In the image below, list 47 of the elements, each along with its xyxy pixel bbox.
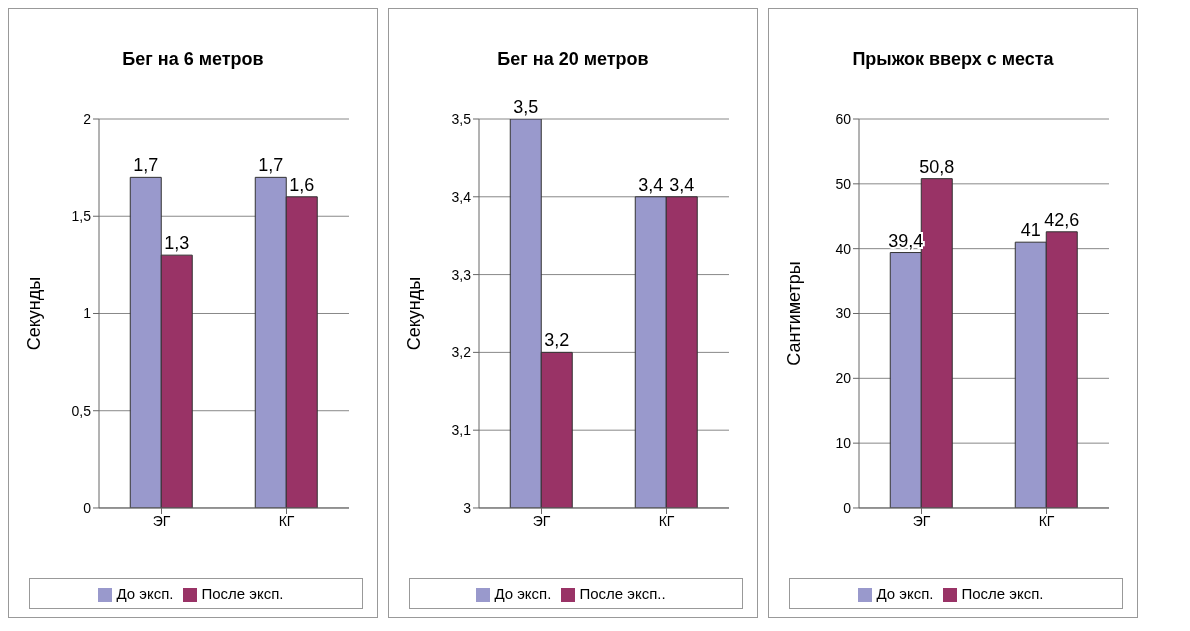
data-label: 1,7	[258, 155, 284, 176]
legend-label: До эксп.	[116, 584, 174, 602]
chart-title: Бег на 6 метров	[121, 49, 265, 71]
y-tick-label: 2	[83, 110, 92, 127]
y-tick-label: 0,5	[71, 402, 92, 419]
data-label: 50,8	[919, 156, 955, 177]
y-tick-label: 1	[83, 305, 92, 322]
y-axis-title: Секунды	[24, 276, 45, 351]
x-tick-label: КГ	[278, 512, 295, 529]
legend-label: После эксп..	[579, 584, 666, 602]
legend-label: После эксп.	[961, 584, 1044, 602]
y-tick-label: 0	[83, 499, 92, 516]
y-tick-label: 50	[835, 175, 852, 192]
y-tick-label: 3,4	[451, 188, 472, 205]
legend-label: До эксп.	[876, 584, 934, 602]
y-tick-label: 3,2	[451, 344, 472, 361]
data-label: 41	[1020, 220, 1041, 241]
legend-label: До эксп.	[494, 584, 552, 602]
y-tick-label: 20	[835, 370, 852, 387]
y-axis-title: Секунды	[404, 276, 425, 351]
data-label: 1,7	[133, 155, 159, 176]
chart-title: Прыжок вверх с места	[851, 49, 1055, 71]
y-tick-label: 3,1	[451, 422, 472, 439]
x-tick-label: ЭГ	[532, 512, 551, 529]
y-tick-label: 1,5	[71, 208, 92, 225]
data-label: 42,6	[1044, 209, 1080, 230]
y-tick-label: 0	[843, 499, 852, 516]
y-tick-label: 3	[463, 499, 472, 516]
data-label: 1,3	[164, 233, 190, 254]
data-label: 3,2	[544, 330, 570, 351]
data-label: 1,6	[289, 174, 315, 195]
x-tick-label: ЭГ	[912, 512, 931, 529]
y-tick-label: 40	[835, 240, 852, 257]
y-tick-label: 3,3	[451, 266, 472, 283]
x-tick-label: ЭГ	[152, 512, 171, 529]
chart-title: Бег на 20 метров	[496, 49, 650, 71]
y-tick-label: 10	[835, 435, 852, 452]
legend-label: После эксп.	[201, 584, 284, 602]
data-label: 3,4	[638, 174, 664, 195]
y-tick-label: 30	[835, 305, 852, 322]
x-tick-label: КГ	[1038, 512, 1055, 529]
x-tick-label: КГ	[658, 512, 675, 529]
y-axis-title: Сантиметры	[784, 261, 805, 366]
y-tick-label: 3,5	[451, 110, 472, 127]
data-label: 3,4	[669, 174, 695, 195]
data-label: 3,5	[513, 97, 539, 117]
y-tick-label: 60	[835, 110, 852, 127]
